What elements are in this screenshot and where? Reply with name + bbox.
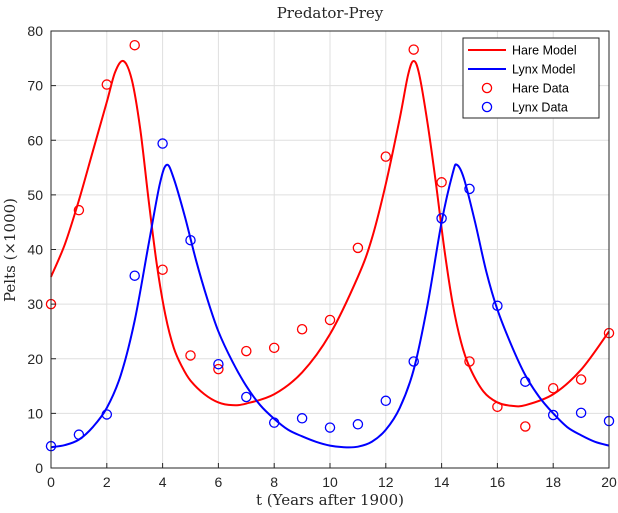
lynx-data-marker: [352, 419, 364, 430]
x-tick-label: 6: [215, 474, 223, 490]
x-tick-label: 20: [601, 474, 617, 490]
hare-data-marker: [380, 151, 392, 162]
x-tick-label: 0: [47, 474, 55, 490]
y-tick-label: 70: [27, 78, 43, 94]
lynx-data-marker: [575, 407, 587, 419]
hare-data-marker: [352, 242, 364, 254]
hare-data-marker: [101, 79, 113, 90]
y-tick-label: 20: [27, 351, 43, 367]
lynx-data-marker: [268, 417, 280, 428]
lynx-data-marker: [157, 138, 168, 149]
hare-data-marker: [157, 264, 168, 275]
lynx-data-marker: [324, 422, 336, 433]
hare-data-marker: [520, 421, 531, 432]
lynx-data-marker: [547, 409, 559, 421]
hare-data-marker: [324, 314, 336, 326]
hare-data-marker: [464, 356, 475, 367]
x-tick-label: 18: [545, 474, 561, 490]
y-tick-label: 40: [27, 242, 43, 258]
hare-data-marker: [408, 44, 419, 55]
axis-ticks: [50, 30, 610, 469]
lynx-data-marker: [296, 413, 308, 424]
legend-lynx-model-label: Lynx Model: [512, 63, 575, 77]
legend: Hare Model Lynx Model Hare Data Lynx Data: [462, 37, 600, 119]
lynx-data-marker: [436, 213, 447, 224]
y-axis-label: Pelts (×1000): [1, 198, 19, 302]
y-tick-label: 30: [27, 296, 43, 312]
data-markers: [45, 39, 615, 452]
y-tick-label: 80: [27, 23, 43, 39]
x-tick-label: 8: [270, 474, 278, 490]
hare-data-marker: [129, 39, 140, 51]
hare-data-marker: [213, 363, 224, 375]
hare-model-line: [50, 59, 610, 408]
hare-data-marker: [73, 204, 85, 216]
lynx-data-marker: [520, 376, 531, 387]
legend-hare-data-label: Hare Data: [512, 82, 569, 96]
y-tick-label: 50: [27, 187, 43, 203]
lynx-data-marker: [241, 391, 252, 403]
legend-hare-model-label: Hare Model: [512, 44, 577, 58]
chart-title: Predator-Prey: [277, 4, 384, 22]
y-tick-label: 10: [27, 405, 43, 421]
x-tick-label: 2: [103, 474, 111, 490]
legend-hare-data-swatch: [481, 82, 493, 94]
legend-lynx-data-label: Lynx Data: [512, 101, 568, 115]
hare-data-marker: [436, 177, 447, 188]
x-tick-label: 10: [322, 474, 338, 490]
legend-box: [462, 37, 600, 119]
lynx-data-marker: [73, 429, 85, 440]
x-tick-label: 4: [159, 474, 167, 490]
lynx-data-marker: [213, 358, 224, 370]
legend-lynx-data-swatch: [481, 101, 493, 113]
hare-data-marker: [575, 374, 587, 385]
y-tick-label: 0: [35, 460, 43, 476]
hare-data-marker: [547, 382, 559, 394]
tick-labels: 0 2 4 6 8 10 12 14 16 18 20 0 10 20 30 40 50 60 70 80: [27, 23, 617, 490]
x-tick-label: 14: [434, 474, 450, 490]
hare-data-marker: [185, 350, 196, 361]
lynx-data-marker: [185, 234, 196, 246]
lynx-data-marker: [129, 270, 140, 281]
hare-data-marker: [241, 345, 252, 357]
hare-data-marker: [268, 342, 280, 354]
series-lines: [50, 59, 610, 449]
lynx-model-line: [50, 163, 610, 449]
hare-data-marker: [296, 324, 308, 335]
x-tick-label: 12: [378, 474, 394, 490]
y-tick-label: 60: [27, 132, 43, 148]
hare-data-marker: [492, 401, 503, 413]
lynx-data-marker: [408, 356, 419, 367]
x-tick-label: 16: [490, 474, 506, 490]
x-axis-label: t (Years after 1900): [256, 491, 404, 509]
lynx-data-marker: [492, 300, 503, 312]
lynx-data-marker: [101, 409, 113, 420]
lynx-data-marker: [380, 395, 392, 407]
lynx-data-marker: [464, 183, 475, 195]
